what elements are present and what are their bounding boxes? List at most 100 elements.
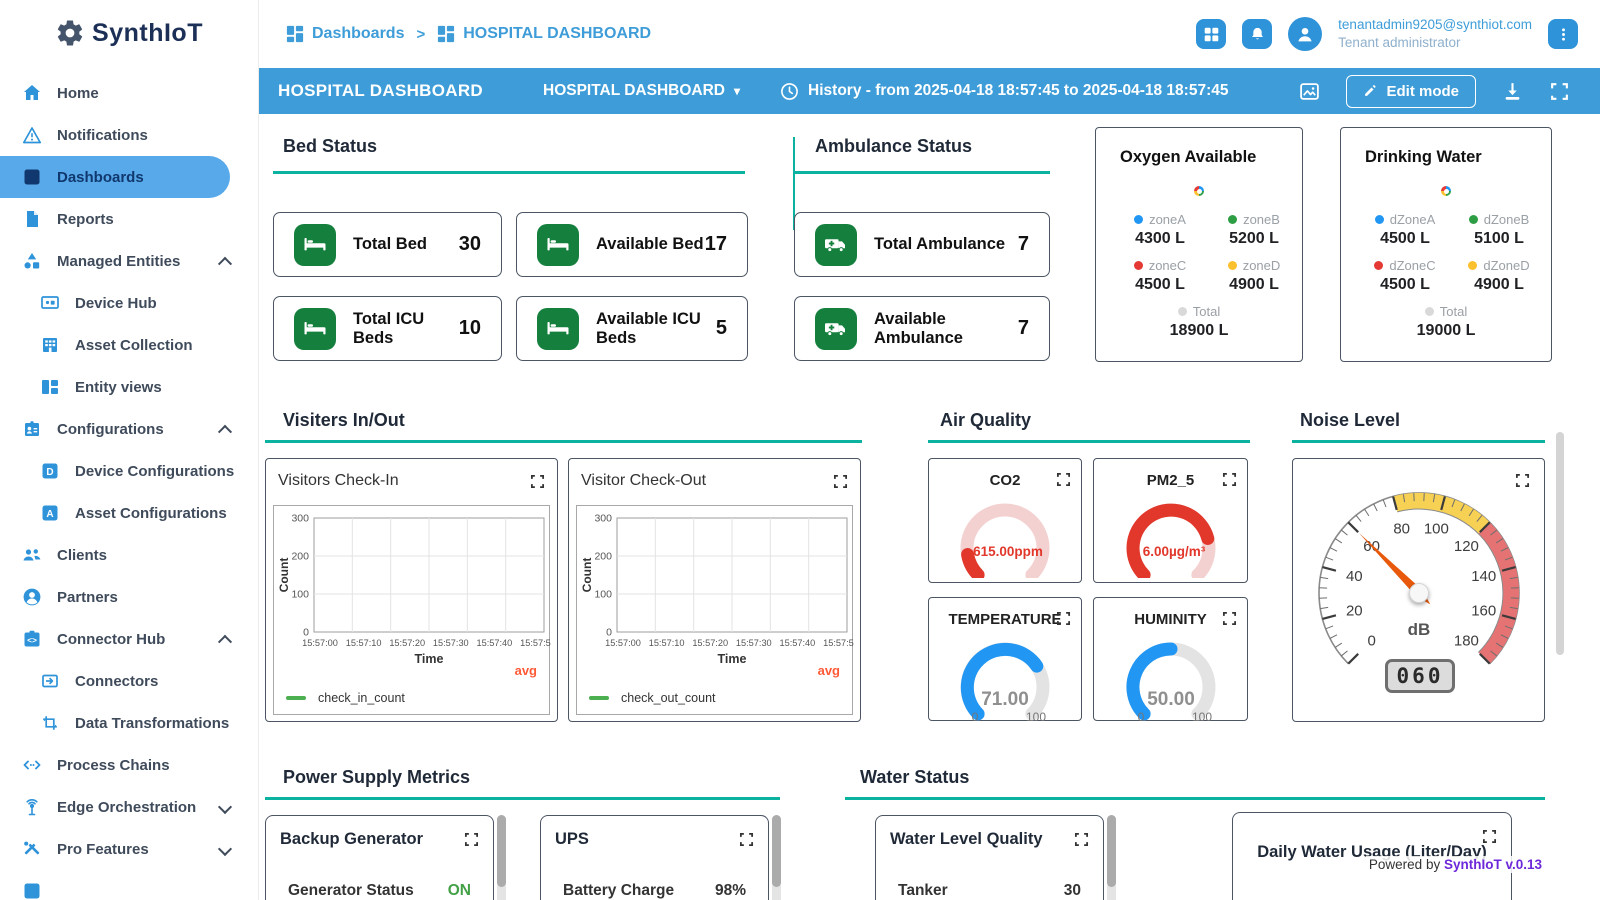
apps-grid-button[interactable] xyxy=(1196,19,1227,49)
dashboard-selector[interactable]: HOSPITAL DASHBOARD ▾ xyxy=(543,82,740,100)
sidebar-item-dashboards[interactable]: Dashboards xyxy=(0,156,230,198)
total-entry: Total 19000 L xyxy=(1404,304,1488,340)
user-avatar[interactable] xyxy=(1288,17,1323,51)
breadcrumb-dashboards[interactable]: Dashboards xyxy=(286,25,404,43)
sidebar-item-label: Edge Orchestration xyxy=(57,798,197,816)
stat-value: 7 xyxy=(1017,233,1029,255)
svg-text:<>: <> xyxy=(27,635,37,645)
svg-text:100: 100 xyxy=(291,589,309,601)
expand-icon[interactable] xyxy=(1222,472,1237,487)
more-menu-button[interactable] xyxy=(1548,19,1578,49)
app-logo[interactable]: SynthIoT xyxy=(0,0,258,66)
zone-entry: dZoneC 4500 L xyxy=(1363,258,1447,294)
sidebar-item-entity-views[interactable]: Entity views xyxy=(0,366,258,408)
gauge-title: PM2_5 xyxy=(1146,472,1195,489)
history-range[interactable]: History - from 2025-04-18 18:57:45 to 20… xyxy=(780,82,1228,101)
powered-by-prefix: Powered by xyxy=(1368,857,1441,872)
expand-icon[interactable] xyxy=(464,832,479,847)
edit-mode-button[interactable]: Edit mode xyxy=(1346,74,1476,108)
breadcrumb-current[interactable]: HOSPITAL DASHBOARD xyxy=(437,25,651,43)
expand-icon[interactable] xyxy=(1056,611,1071,626)
zone-value: 5100 L xyxy=(1474,230,1524,247)
sidebar-item-label: Asset Configurations xyxy=(75,504,227,522)
stat-card-available-ambulance[interactable]: Available Ambulance 7 xyxy=(794,296,1050,361)
sidebar-item-process-chains[interactable]: Process Chains xyxy=(0,744,258,786)
ups-card: UPS Battery Charge 98% xyxy=(540,815,769,900)
zone-name: zoneA xyxy=(1149,212,1186,227)
sidebar-item-label: Process Chains xyxy=(57,756,170,774)
svg-text:71.00: 71.00 xyxy=(981,689,1029,710)
sidebar-item-asset-collection[interactable]: Asset Collection xyxy=(0,324,258,366)
expand-icon[interactable] xyxy=(1482,829,1497,844)
sidebar-item-edge-orchestration[interactable]: Edge Orchestration xyxy=(0,786,258,828)
sidebar-item-asset-configurations[interactable]: A Asset Configurations xyxy=(0,492,258,534)
sidebar-item-device-configurations[interactable]: D Device Configurations xyxy=(0,450,258,492)
sidebar-item-device-hub[interactable]: Device Hub xyxy=(0,282,258,324)
scrollbar[interactable] xyxy=(497,815,506,900)
scrollbar[interactable] xyxy=(772,815,781,900)
download-icon[interactable] xyxy=(1502,81,1523,102)
zone-value: 4500 L xyxy=(1380,230,1430,247)
breadcrumb-label: Dashboards xyxy=(312,25,405,42)
sidebar-item-connector-hub[interactable]: <> Connector Hub xyxy=(0,618,258,660)
svg-text:15:57:20: 15:57:20 xyxy=(692,638,728,648)
stat-card-total-bed[interactable]: Total Bed 30 xyxy=(273,212,502,277)
stat-card-available-icu-beds[interactable]: Available ICU Beds 5 xyxy=(516,296,748,361)
sidebar-item-clients[interactable]: Clients xyxy=(0,534,258,576)
chart-legend[interactable]: check_in_count xyxy=(286,691,405,705)
scrollbar[interactable] xyxy=(1556,432,1564,655)
expand-icon[interactable] xyxy=(739,832,754,847)
total-value: 19000 L xyxy=(1416,322,1476,339)
stat-card-total-ambulance[interactable]: Total Ambulance 7 xyxy=(794,212,1050,277)
snapshot-icon[interactable] xyxy=(1299,81,1320,102)
sidebar-item-connectors[interactable]: Connectors xyxy=(0,660,258,702)
sidebar-item-configurations[interactable]: Configurations xyxy=(0,408,258,450)
sidebar-item-label: Configurations xyxy=(57,420,164,438)
svg-text:15:57:00: 15:57:00 xyxy=(302,638,338,648)
sidebar-item-pro-features[interactable]: Pro Features xyxy=(0,828,258,870)
svg-text:Time: Time xyxy=(415,652,444,666)
sidebar-item-label: Managed Entities xyxy=(57,252,181,270)
sidebar-item-partners[interactable]: Partners xyxy=(0,576,258,618)
zone-entry: dZoneA 4500 L xyxy=(1363,212,1447,248)
zone-entry: zoneC 4500 L xyxy=(1118,258,1202,294)
sidebar-item-home[interactable]: Home xyxy=(0,72,258,114)
section-title-noise: Noise Level xyxy=(1300,410,1401,430)
sidebar-item-notifications[interactable]: Notifications xyxy=(0,114,258,156)
bell-icon xyxy=(1249,26,1266,43)
sidebar-item-reports[interactable]: Reports xyxy=(0,198,258,240)
chart-title: Visitors Check-In xyxy=(278,472,399,489)
noise-level-gauge-card: 020406080100120140160180dB060 xyxy=(1292,458,1545,722)
zone-name: zoneD xyxy=(1242,258,1281,273)
user-email: tenantadmin9205@synthiot.com xyxy=(1338,16,1532,32)
zone-name-row: dZoneC xyxy=(1363,258,1447,273)
bed-icon xyxy=(294,223,336,266)
notifications-button[interactable] xyxy=(1242,19,1273,49)
temperature-gauge-card: TEMPERATURE 71.00 0 100 xyxy=(928,597,1082,723)
sidebar-item-partial[interactable] xyxy=(0,870,258,900)
widget-row-label: Battery Charge xyxy=(563,882,675,899)
svg-text:15:57:40: 15:57:40 xyxy=(477,638,513,648)
expand-icon[interactable] xyxy=(1074,832,1089,847)
home-icon xyxy=(22,83,42,103)
stat-card-total-icu-beds[interactable]: Total ICU Beds 10 xyxy=(273,296,502,361)
svg-text:0: 0 xyxy=(303,627,309,639)
expand-icon[interactable] xyxy=(1222,611,1237,626)
scrollbar[interactable] xyxy=(1107,815,1116,900)
expand-icon[interactable] xyxy=(530,474,545,489)
stat-card-available-bed[interactable]: Available Bed 17 xyxy=(516,212,748,277)
chart-legend[interactable]: check_out_count xyxy=(589,691,716,705)
dashboard-title: HOSPITAL DASHBOARD xyxy=(278,81,484,100)
sidebar-item-data-transformations[interactable]: Data Transformations xyxy=(0,702,258,744)
expand-icon[interactable] xyxy=(833,474,848,489)
svg-text:0: 0 xyxy=(972,710,979,723)
expand-icon[interactable] xyxy=(1056,472,1071,487)
fullscreen-icon[interactable] xyxy=(1549,81,1570,102)
gauge-title: HUMINITY xyxy=(1134,611,1207,628)
sidebar-item-managed-entities[interactable]: Managed Entities xyxy=(0,240,258,282)
legend-dot xyxy=(1134,215,1144,224)
expand-icon[interactable] xyxy=(1515,473,1530,488)
stat-label: Available ICU Beds xyxy=(596,310,701,347)
connector-hub-icon: <> xyxy=(22,629,42,649)
